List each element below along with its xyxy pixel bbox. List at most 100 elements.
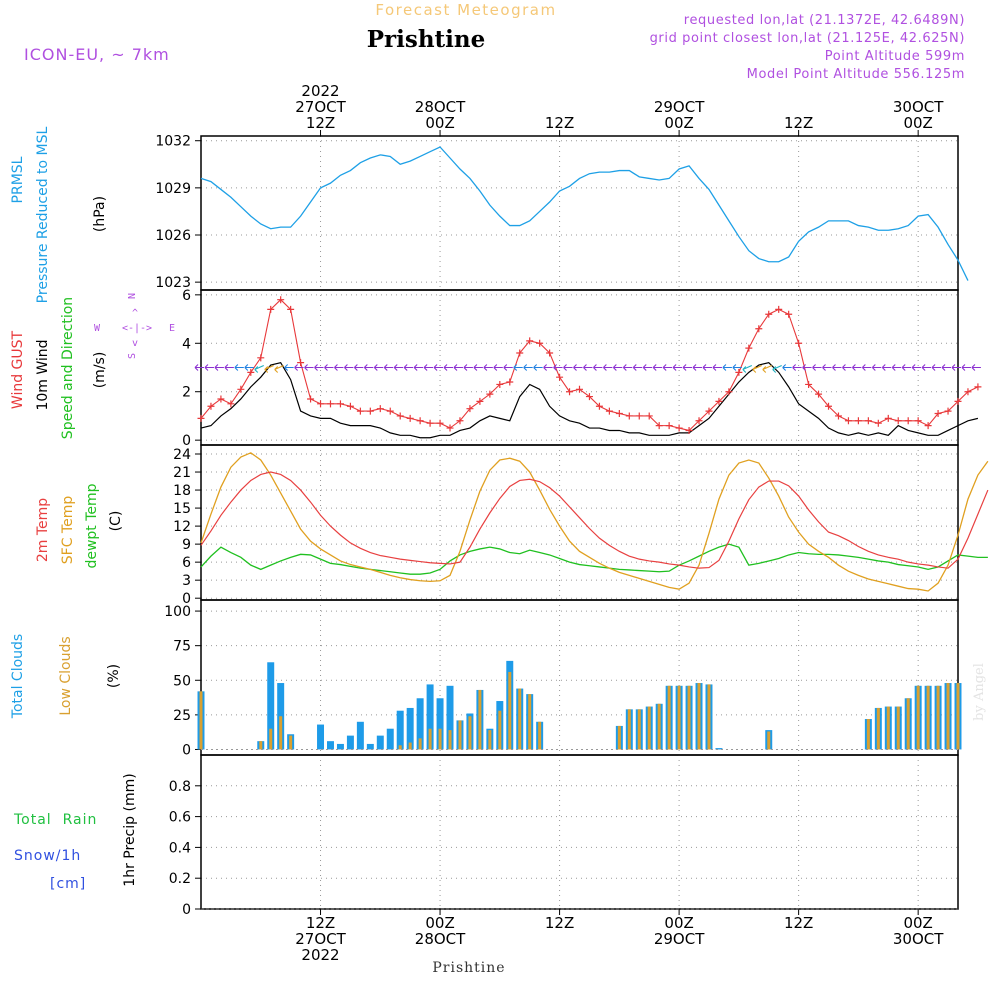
low-cloud-bar <box>279 716 283 750</box>
top-axis-label: 12Z <box>306 114 335 132</box>
wind-direction-arrow <box>871 364 882 371</box>
gust-marker <box>854 417 862 425</box>
wind-direction-arrow <box>961 364 971 371</box>
wind-direction-arrow <box>204 364 214 371</box>
total-cloud-bar <box>336 743 344 750</box>
low-cloud-bar <box>886 706 890 750</box>
ytick-label: 0.6 <box>169 810 191 826</box>
bottom-axis-label: 29OCT <box>654 930 705 948</box>
top-axis-label: 28OCT <box>415 98 466 116</box>
pressure-unit: (hPa) <box>92 196 108 232</box>
low-cloud-bar <box>438 728 442 750</box>
requested-coords: requested lon,lat (21.1372E, 42.6489N) <box>684 13 965 28</box>
low-cloud-bar <box>667 685 671 750</box>
low-cloud-bar <box>926 685 930 750</box>
gust-marker <box>386 407 394 415</box>
gust-marker <box>536 339 544 347</box>
top-axis-label: 12Z <box>545 114 574 132</box>
gust-marker <box>834 412 842 420</box>
wind-direction-arrow <box>463 364 473 371</box>
low-cloud-bar <box>617 725 621 750</box>
product-title: Forecast Meteogram <box>375 1 556 19</box>
bottom-axis-label: 12Z <box>784 914 813 932</box>
wind-direction-arrow <box>901 364 912 371</box>
gust-marker <box>605 407 613 415</box>
wind-direction-arrow <box>413 364 424 371</box>
compass-n: N <box>127 293 138 299</box>
bottom-axis-label: 27OCT <box>295 930 346 948</box>
wind-direction-arrow <box>274 364 284 373</box>
top-axis-label: 00Z <box>425 114 454 132</box>
dewpt-label: dewpt Temp <box>84 483 100 568</box>
gust-marker <box>904 417 912 425</box>
wind-direction-arrow <box>563 364 573 371</box>
wind-direction-arrow <box>224 364 234 371</box>
wind-direction-arrow <box>802 364 812 371</box>
ytick-label: 18 <box>173 483 191 499</box>
gust-marker <box>406 414 414 422</box>
gust-marker <box>446 424 454 432</box>
wind-direction-arrow <box>523 364 533 371</box>
gust-marker <box>695 417 703 425</box>
gust-marker <box>556 373 564 381</box>
low-cloud-bar <box>488 730 492 750</box>
wind-direction-label: Speed and Direction <box>60 297 76 439</box>
wind-direction-arrow <box>473 364 483 371</box>
wind-direction-arrow <box>702 364 712 371</box>
wind-direction-arrow <box>881 364 892 371</box>
low-cloud-bar <box>647 706 651 750</box>
gust-marker <box>197 414 205 422</box>
gust-marker <box>576 385 583 393</box>
ytick-label: 6 <box>182 555 191 571</box>
low-cloud-bar <box>498 710 502 750</box>
total-cloud-bar <box>327 741 334 750</box>
gust-marker <box>546 349 554 357</box>
wind-direction-arrow <box>393 364 404 371</box>
panel-temperature: 0 3 6 9 12 15 18 21 24 <box>173 444 989 607</box>
wind-unit: (m/s) <box>92 352 108 389</box>
gust-marker <box>755 325 763 333</box>
low-cloud-bar <box>259 741 263 750</box>
wind-direction-arrow <box>832 364 842 371</box>
wind-direction-arrow <box>324 364 334 371</box>
ytick-label: 1026 <box>155 228 191 244</box>
wind-direction-arrow <box>234 364 244 371</box>
panels: 1023102610291032024603691215182124025507… <box>155 134 989 918</box>
wind-direction-arrow <box>632 364 643 371</box>
gust-marker <box>914 417 922 425</box>
wind-direction-arrow <box>344 364 354 371</box>
ytick-label: 0.2 <box>169 871 191 887</box>
gust-marker <box>725 388 733 396</box>
ytick-label: 1023 <box>155 275 191 291</box>
wind-direction-arrow <box>921 364 932 371</box>
low-cloud-bar <box>528 694 532 750</box>
panel-frame <box>200 135 959 291</box>
total-cloud-bar <box>376 735 384 750</box>
low-cloud-bar <box>508 671 512 750</box>
compass-arrow-up: ^ <box>132 308 138 319</box>
gust-marker <box>934 410 942 418</box>
gust-marker <box>466 405 474 413</box>
low-cloud-bar <box>916 685 920 750</box>
ytick-label: 0 <box>182 902 191 918</box>
gust-marker <box>625 412 633 420</box>
gust-marker <box>336 400 344 408</box>
wind-direction-arrow <box>692 364 703 371</box>
panel-clouds: 0 25 50 75 100 <box>164 599 962 758</box>
t2m-line <box>200 471 989 569</box>
total-cloud-bar <box>366 743 374 750</box>
wind-direction-arrow <box>951 364 961 371</box>
wind-direction-arrow <box>971 364 981 371</box>
gust-marker <box>585 393 593 401</box>
footer-location: Prishtine <box>432 960 505 976</box>
snow-unit: [cm] <box>50 876 86 892</box>
gridpoint-coords: grid point closest lon,lat (21.125E, 42.… <box>650 31 965 46</box>
wind-direction-arrow <box>762 364 772 373</box>
gust-marker <box>506 378 514 386</box>
panel-pressure: 1023 1026 1029 1032 <box>155 134 969 291</box>
low-cloud-bar <box>657 703 661 750</box>
wind-direction-arrow <box>363 364 374 371</box>
bottom-axis-label: 28OCT <box>415 930 466 948</box>
wind-direction-arrow <box>712 364 722 371</box>
